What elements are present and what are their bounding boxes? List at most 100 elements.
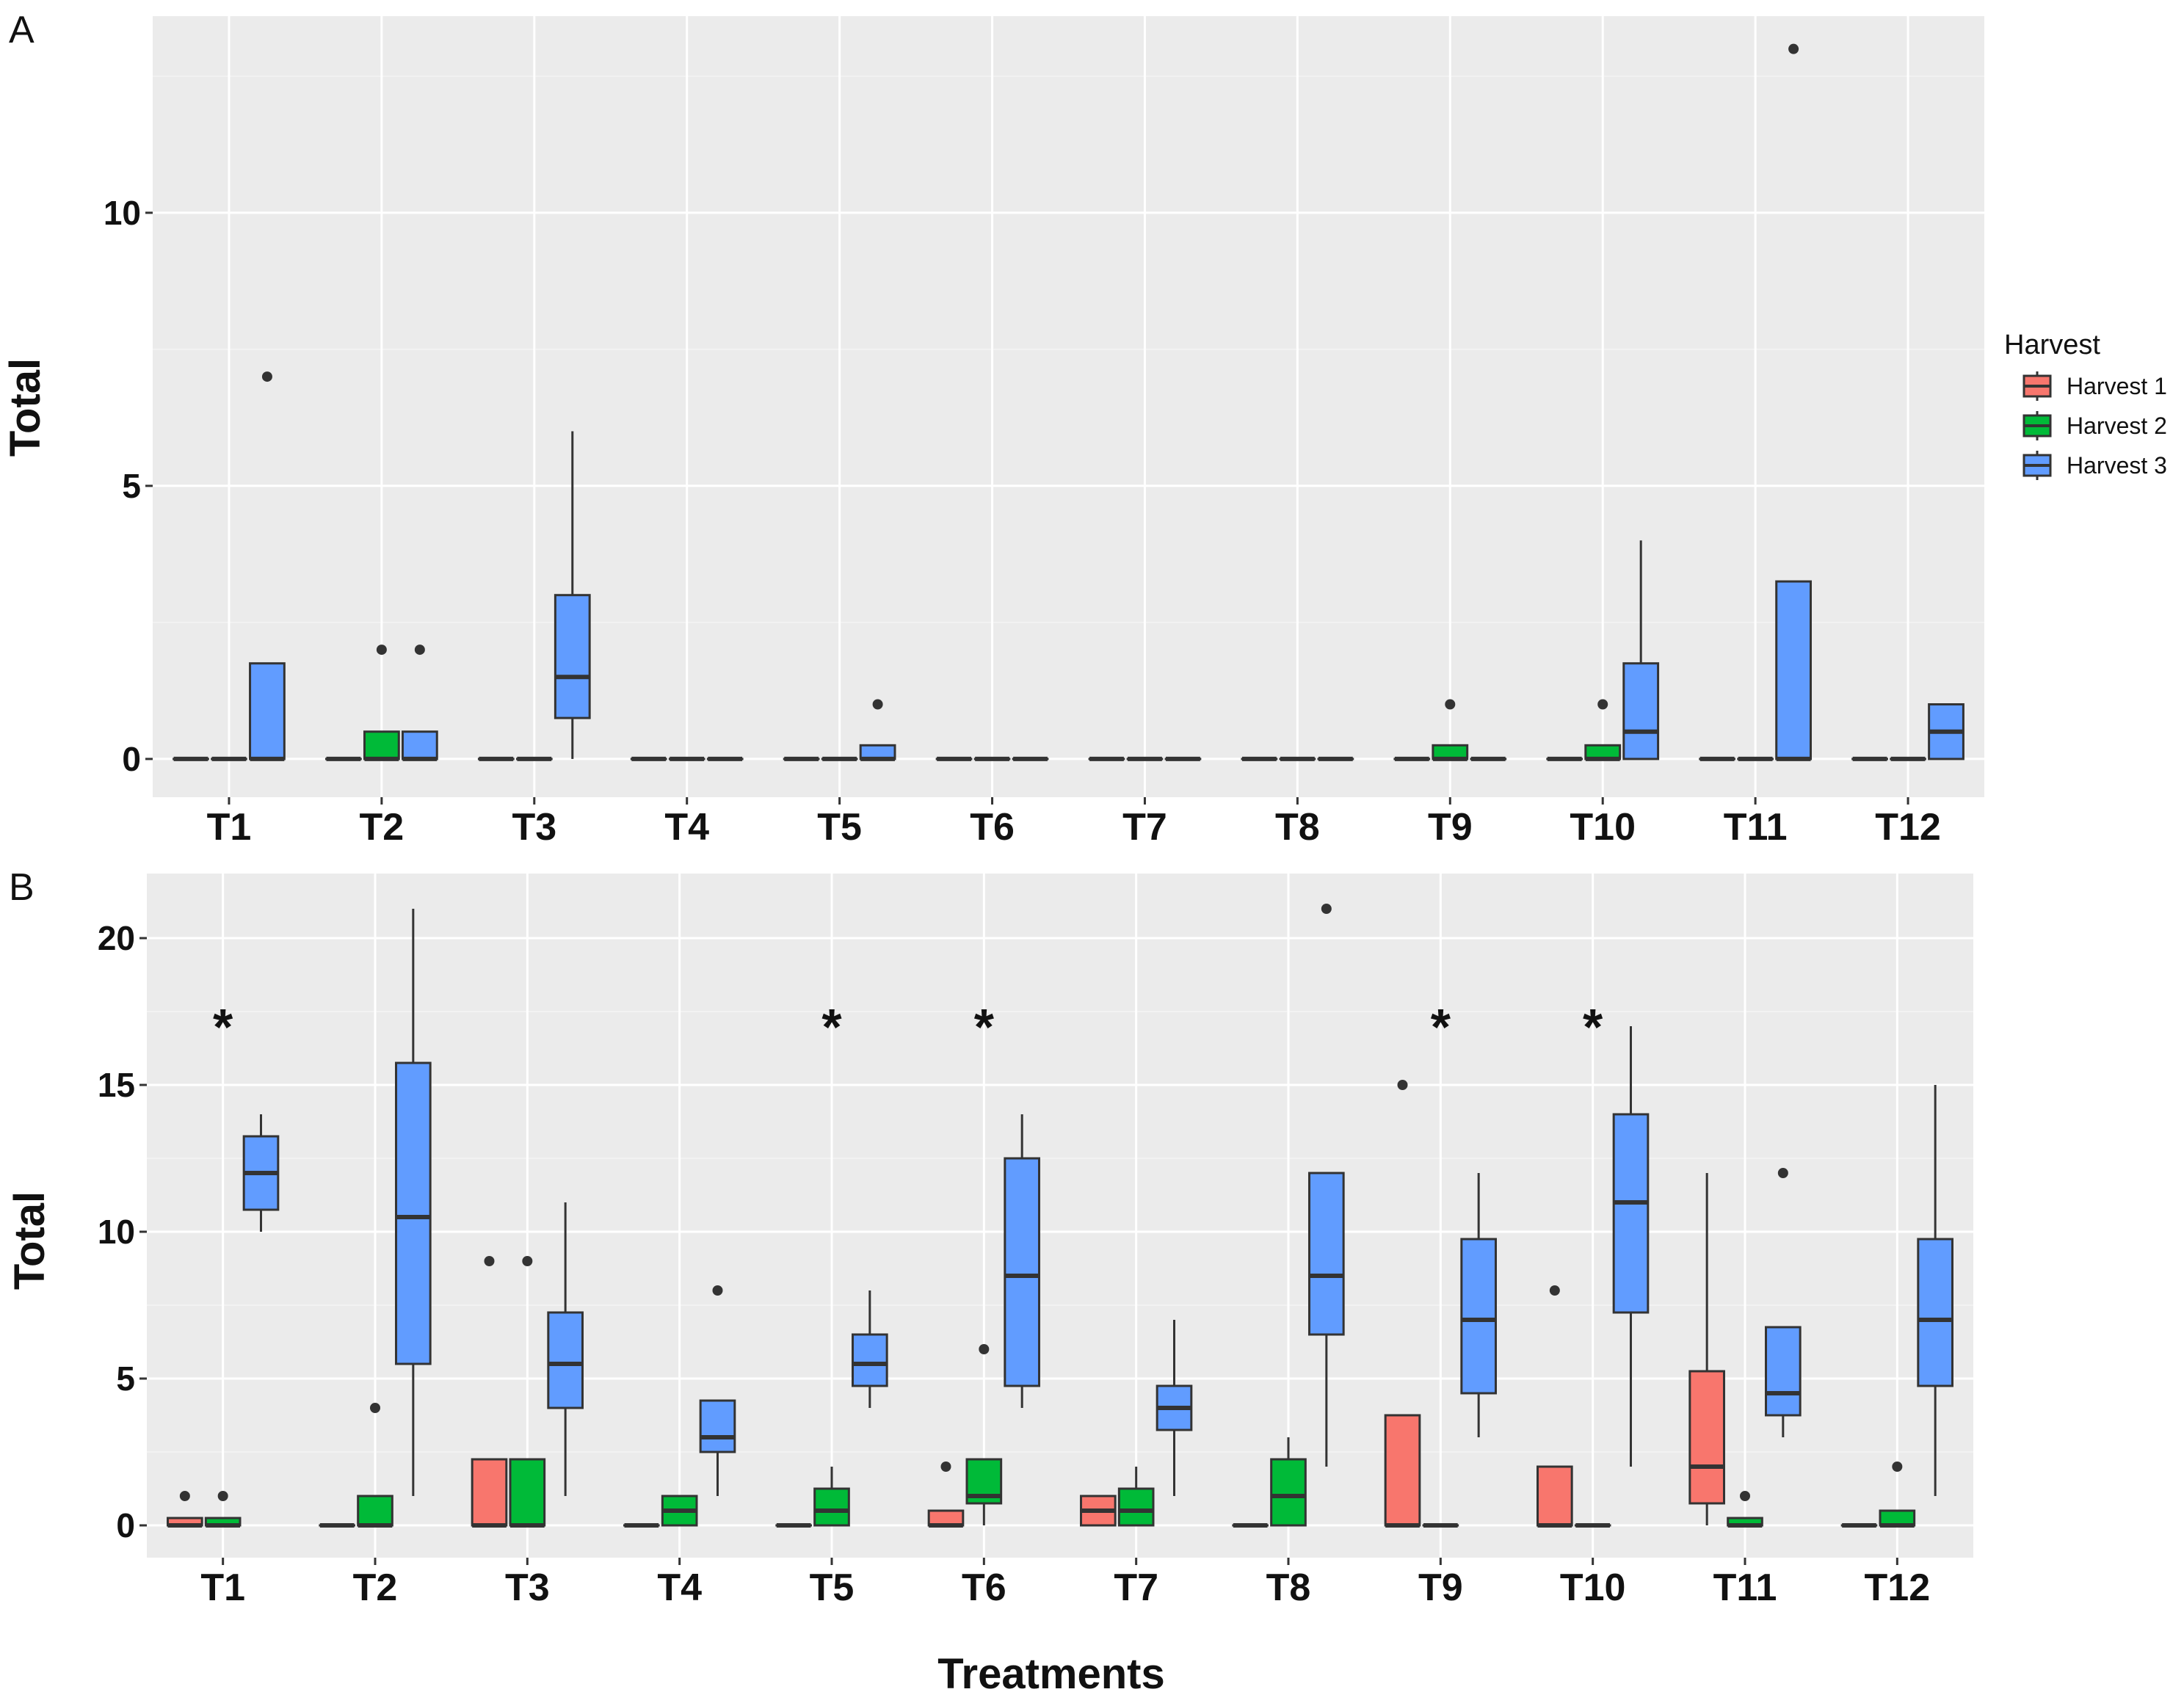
box-a-t2-harvest2 — [363, 645, 400, 761]
box-a-t12-harvest3 — [1928, 703, 1964, 760]
outlier-point — [979, 1344, 990, 1354]
x-tick-label: T1 — [200, 1566, 245, 1609]
box-body — [1612, 1113, 1650, 1314]
box-body — [1117, 1487, 1155, 1527]
box-body — [699, 1399, 736, 1453]
x-tick-label: T7 — [1122, 806, 1167, 849]
box-body — [1622, 662, 1660, 760]
box-b-t11-harvest1 — [1688, 1173, 1725, 1525]
box-body — [401, 730, 438, 760]
x-tick-label: T12 — [1875, 806, 1941, 849]
x-tick-label: T2 — [353, 1566, 398, 1609]
x-tick-label: T11 — [1724, 806, 1788, 849]
box-b-t2-harvest3 — [395, 909, 432, 1496]
x-tick-label: T11 — [1713, 1566, 1777, 1609]
outlier-point — [1445, 699, 1456, 710]
x-tick-label: T4 — [657, 1566, 702, 1609]
box-body — [1384, 1414, 1421, 1527]
box-a-t3-harvest3 — [554, 431, 591, 759]
panel-a-background — [153, 16, 1984, 797]
outlier-point — [1892, 1462, 1903, 1472]
outlier-point — [1740, 1491, 1750, 1501]
box-b-t11-harvest3 — [1765, 1168, 1802, 1437]
x-tick-label: T3 — [505, 1566, 550, 1609]
box-a-t11-harvest3 — [1775, 43, 1812, 761]
box-a-t2-harvest3 — [401, 645, 438, 761]
outlier-point — [940, 1462, 951, 1472]
outlier-point — [261, 371, 272, 382]
box-b-t10-harvest1 — [1537, 1285, 1573, 1528]
outlier-point — [414, 645, 425, 656]
y-tick-label: 10 — [98, 1213, 135, 1251]
significance-asterisk: * — [1431, 998, 1451, 1056]
x-tick-label: T10 — [1570, 806, 1636, 849]
box-body — [471, 1458, 508, 1527]
box-b-t12-harvest2 — [1879, 1462, 1916, 1528]
x-tick-label: T8 — [1275, 806, 1320, 849]
x-tick-label: T4 — [664, 806, 709, 849]
outlier-point — [1321, 904, 1332, 914]
box-body — [1688, 1370, 1725, 1505]
legend-label: Harvest 3 — [2067, 452, 2167, 479]
box-b-t8-harvest2 — [1270, 1437, 1307, 1527]
x-tick-label: T7 — [1114, 1566, 1158, 1609]
outlier-point — [484, 1256, 495, 1266]
box-b-t1-harvest3 — [242, 1114, 280, 1232]
panel-letter-b: B — [9, 866, 35, 909]
y-tick-label: 10 — [104, 194, 141, 232]
panel-letter-a: A — [9, 9, 35, 51]
legend-label: Harvest 2 — [2067, 413, 2167, 439]
outlier-point — [712, 1285, 723, 1296]
x-tick-label: T6 — [970, 806, 1015, 849]
box-body — [1537, 1465, 1573, 1527]
legend-item-harvest1: Harvest 1 — [2022, 371, 2167, 401]
box-b-t9-harvest3 — [1460, 1173, 1497, 1437]
legend-item-harvest3: Harvest 3 — [2022, 451, 2167, 480]
box-b-t6-harvest1 — [927, 1462, 965, 1528]
outlier-point — [1597, 699, 1608, 710]
outlier-point — [872, 699, 883, 710]
box-body — [1308, 1172, 1345, 1336]
box-body — [852, 1333, 888, 1387]
panel-a-plot: 0 5 10 T1 T2 T3 T4 T5 T6 T7 T8 T9 T10 T11 T12 Total — [1, 16, 1984, 849]
y-tick-label: 0 — [122, 740, 141, 778]
box-b-t6-harvest3 — [1004, 1114, 1040, 1408]
legend-item-harvest2: Harvest 2 — [2022, 411, 2167, 440]
outlier-point — [179, 1491, 190, 1501]
legend-title: Harvest — [2004, 330, 2100, 360]
significance-asterisk: * — [821, 998, 842, 1056]
x-tick-label: T5 — [817, 806, 862, 849]
harvest-legend: Harvest Harvest 1 Harvest 2 Harvest 3 — [2004, 330, 2167, 480]
box-b-t1-harvest1 — [167, 1491, 203, 1528]
box-b-t7-harvest3 — [1156, 1320, 1193, 1496]
box-body — [813, 1487, 850, 1527]
x-tick-label: T1 — [207, 806, 252, 849]
outlier-point — [376, 645, 387, 656]
x-tick-label: T5 — [810, 1566, 855, 1609]
x-tick-label: T3 — [512, 806, 556, 849]
y-tick-label: 5 — [122, 467, 141, 505]
box-b-t5-harvest3 — [852, 1290, 888, 1408]
box-a-t10-harvest2 — [1584, 699, 1622, 761]
box-a-t10-harvest3 — [1622, 540, 1660, 760]
x-axis-title: Treatments — [937, 1650, 1164, 1692]
box-body — [363, 730, 400, 760]
x-tick-label: T10 — [1560, 1566, 1626, 1609]
significance-asterisk: * — [213, 998, 233, 1056]
box-b-t12-harvest3 — [1917, 1085, 1953, 1496]
outlier-point — [1788, 43, 1799, 54]
box-body — [395, 1061, 432, 1365]
outlier-point — [522, 1256, 533, 1266]
x-tick-label: T9 — [1418, 1566, 1463, 1609]
box-b-t10-harvest3 — [1612, 1026, 1650, 1467]
y-tick-label: 0 — [116, 1506, 135, 1544]
outlier-point — [370, 1403, 380, 1413]
box-b-t3-harvest1 — [471, 1256, 508, 1528]
outlier-point — [1549, 1285, 1560, 1296]
box-b-t11-harvest2 — [1727, 1491, 1763, 1528]
y-axis-title: Total — [6, 1191, 54, 1290]
box-a-t9-harvest2 — [1432, 699, 1469, 761]
outlier-point — [1777, 1168, 1788, 1178]
box-body — [1765, 1326, 1802, 1417]
